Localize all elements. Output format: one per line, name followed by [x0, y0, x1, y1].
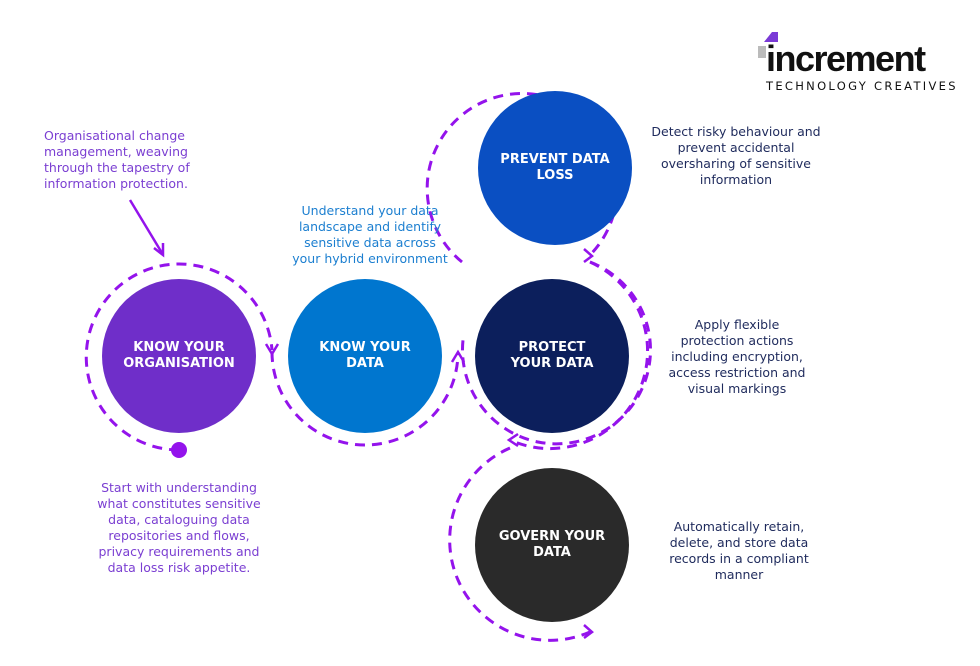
- circle-protect-data: [475, 279, 629, 433]
- prevent-label: PREVENT DATA LOSS: [500, 152, 610, 183]
- org-dashed-path: [84, 262, 274, 452]
- govern-note: Automatically retain, delete, and store …: [669, 519, 809, 582]
- protect-right-path: [509, 260, 650, 451]
- logo-mark-icon: [758, 32, 778, 58]
- protect-label: PROTECT YOUR DATA: [510, 340, 594, 371]
- prevent-note: Detect risky behaviour and prevent accid…: [651, 124, 821, 187]
- arrow-head-icon: [583, 248, 594, 263]
- know-data-label: KNOW YOUR DATA: [319, 340, 411, 371]
- start-dot-icon: [171, 442, 187, 458]
- org-start-note: Start with understanding what constitute…: [97, 480, 261, 575]
- arrow-head-icon: [450, 349, 466, 363]
- know-data-note: Understand your data landscape and ident…: [292, 203, 448, 266]
- arrow-head-icon: [153, 243, 165, 258]
- protect-note: Apply flexible protection actions includ…: [668, 317, 806, 396]
- pointer-arrow-icon: [128, 199, 164, 254]
- data-dashed-path: [270, 351, 460, 447]
- know-organisation-label: KNOW YOUR ORGANISATION: [123, 340, 235, 371]
- arrow-head-icon: [506, 432, 519, 448]
- arrow-head-icon: [264, 343, 280, 357]
- govern-label: GOVERN YOUR DATA: [498, 529, 606, 560]
- arrow-head-icon: [583, 624, 594, 639]
- prevent-dashed-path: [425, 91, 619, 264]
- circle-know-data: [288, 279, 442, 433]
- circle-know-organisation: [102, 279, 256, 433]
- circle-prevent-data-loss: [478, 91, 632, 245]
- org-change-note: Organisational change management, weavin…: [44, 128, 190, 191]
- circle-govern-data: [475, 468, 629, 622]
- govern-dashed-path: [448, 446, 591, 642]
